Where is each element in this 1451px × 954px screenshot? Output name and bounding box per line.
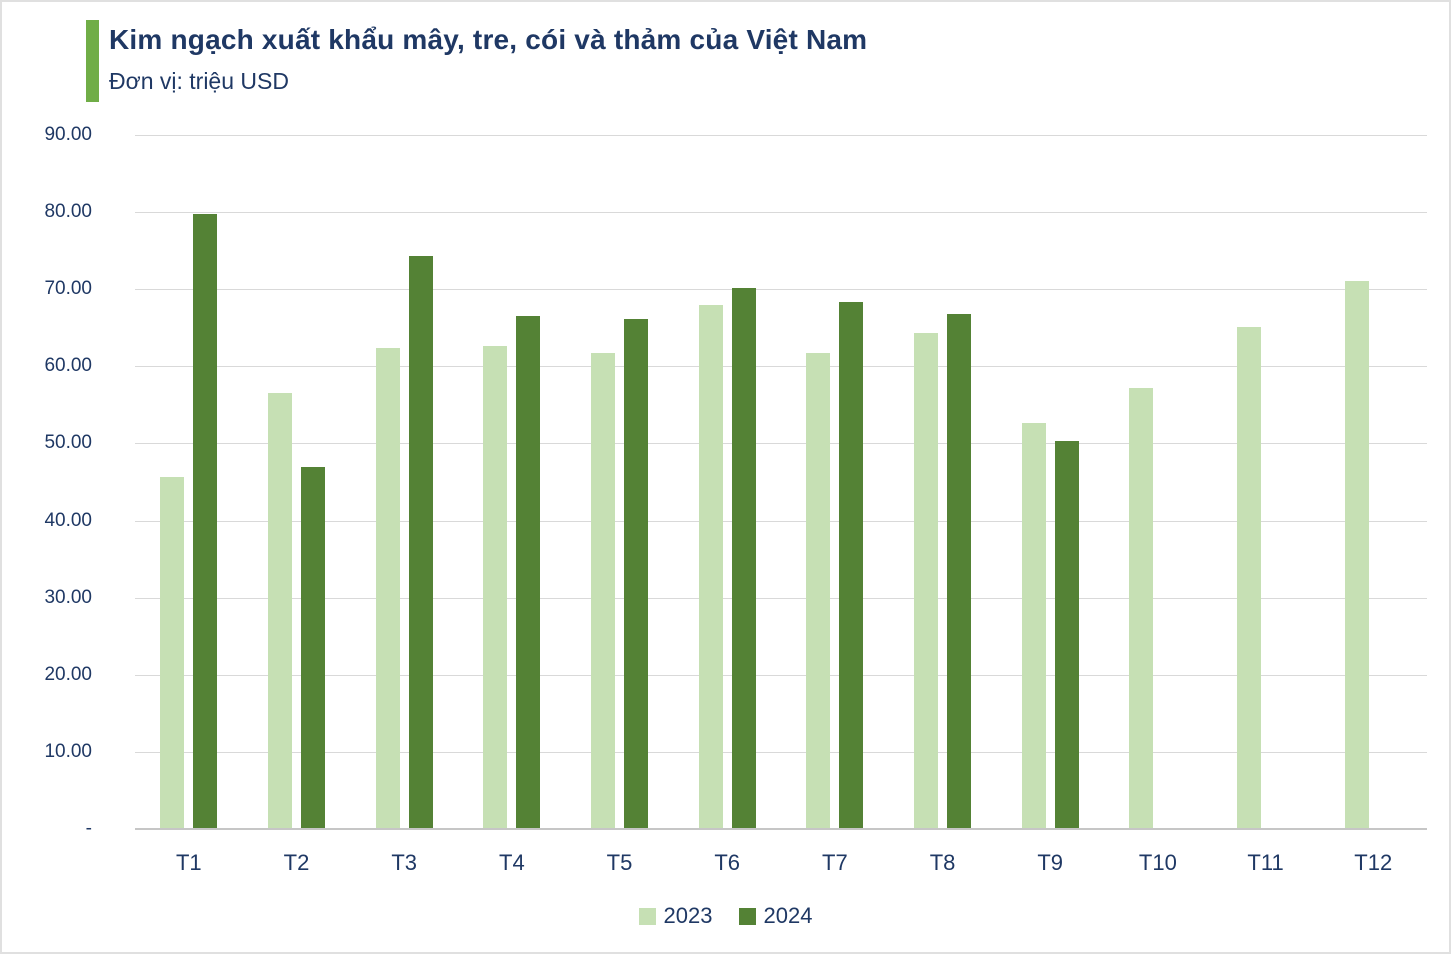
legend-item-2023: 2023 (638, 903, 713, 929)
gridline (135, 674, 1427, 676)
bar-group-t1 (135, 135, 243, 829)
x-tick-label-t11: T11 (1247, 850, 1284, 875)
x-tick-label-t4: T4 (499, 850, 525, 875)
legend-label-2024: 2024 (763, 903, 813, 928)
bar-2023-t2 (268, 393, 292, 829)
y-tick-label: 70.00 (44, 278, 92, 300)
bar-2023-t3 (375, 347, 400, 829)
y-tick-label: 60.00 (44, 355, 92, 377)
bar-2024-t5 (624, 318, 649, 829)
bar-2023-t12 (1344, 280, 1369, 829)
x-tick-label-t7: T7 (822, 850, 848, 875)
bar-group-t11 (1212, 135, 1320, 829)
bar-group-t5 (566, 135, 674, 829)
x-tick-label-t9: T9 (1037, 850, 1064, 875)
x-tick-label-t1: T1 (175, 850, 202, 875)
bar-2023-t7 (806, 353, 831, 829)
chart-title: Kim ngạch xuất khẩu mây, tre, cói và thả… (109, 24, 868, 55)
bar-groups (135, 135, 1427, 829)
bar-group-t4 (458, 135, 566, 829)
gridline (135, 212, 1427, 214)
x-tick-label-t10: T10 (1138, 850, 1177, 875)
gridline (135, 443, 1427, 445)
x-tick-label-t5: T5 (606, 850, 633, 875)
legend-swatch-2024 (738, 907, 756, 925)
title-accent-bar (86, 20, 99, 102)
y-tick-label: 40.00 (44, 509, 92, 531)
bar-2024-t8 (947, 313, 972, 829)
x-tick-label-t6: T6 (714, 850, 741, 875)
gridline (135, 751, 1427, 753)
gridline (135, 366, 1427, 368)
gridline (135, 520, 1427, 522)
bar-group-t6 (673, 135, 781, 829)
legend-swatch-2023 (638, 907, 656, 925)
y-tick-label: 90.00 (44, 124, 92, 145)
bar-2024-t4 (516, 316, 541, 829)
bar-2023-t9 (1021, 423, 1046, 829)
x-tick-label-t3: T3 (391, 850, 418, 875)
gridline (135, 597, 1427, 599)
y-tick-label: 80.00 (44, 201, 92, 223)
bar-2024-t2 (301, 466, 325, 829)
bar-2023-t11 (1237, 327, 1262, 829)
bar-group-t8 (889, 135, 997, 829)
bar-2024-t3 (408, 256, 433, 829)
bar-group-t9 (996, 135, 1104, 829)
bar-2023-t10 (1129, 387, 1154, 829)
y-tick-label: 30.00 (44, 586, 92, 608)
chart-unit-subtitle: Đơn vị: triệu USD (109, 68, 289, 94)
y-tick-label: 10.00 (44, 740, 92, 762)
bar-2023-t5 (591, 353, 616, 829)
y-axis: 90.00 80.00 70.00 60.00 50.00 40.00 30.00 20.00… (2, 124, 92, 839)
bar-2023-t6 (698, 304, 723, 829)
bar-group-t3 (350, 135, 458, 829)
bar-2024-t7 (839, 302, 864, 829)
y-tick-label: 50.00 (44, 432, 92, 454)
bar-group-t7 (781, 135, 889, 829)
bar-2023-t1 (160, 476, 185, 829)
bar-2024-t6 (731, 287, 756, 829)
legend: 2023 2024 (2, 898, 1449, 934)
legend-label-2023: 2023 (663, 903, 713, 928)
bar-2024-t9 (1054, 441, 1079, 829)
y-tick-label: - (85, 818, 92, 839)
gridline (135, 135, 1427, 136)
x-tick-label-t8: T8 (929, 850, 956, 875)
bar-2023-t4 (483, 345, 508, 829)
bar-2023-t8 (914, 333, 939, 829)
legend-item-2024: 2024 (738, 903, 813, 929)
x-tick-label-t12: T12 (1354, 850, 1393, 875)
bar-group-t2 (243, 135, 351, 829)
bar-group-t12 (1319, 135, 1427, 829)
plot-area (135, 135, 1427, 830)
bar-2024-t1 (193, 214, 218, 829)
x-tick-label-t2: T2 (283, 850, 310, 875)
bar-group-t10 (1104, 135, 1212, 829)
x-axis: T1 T2 T3 T4 T5 T6 T7 T8 T9 T10 T11 T12 (135, 844, 1427, 882)
y-tick-label: 20.00 (44, 663, 92, 685)
x-axis-line (135, 828, 1427, 830)
gridline (135, 289, 1427, 291)
